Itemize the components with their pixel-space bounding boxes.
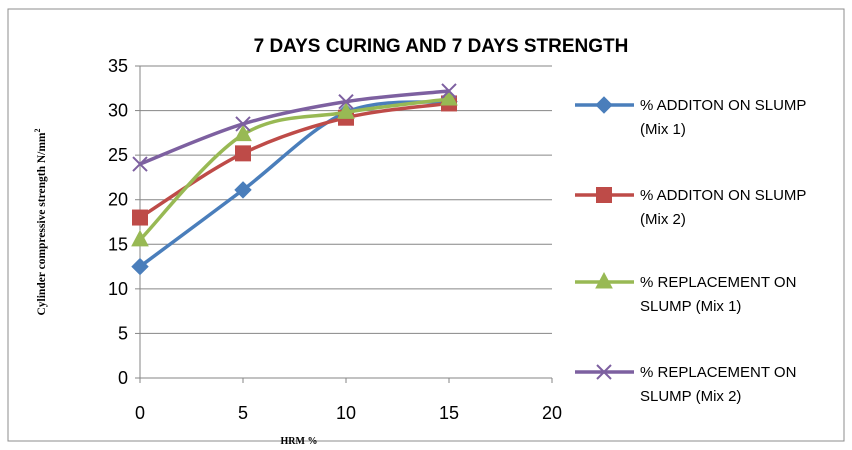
legend-marker [595,96,613,114]
series-4 [132,83,457,172]
series-3 [131,88,458,247]
y-axis-label-text: Cylinder compressive strength N/mm [36,132,48,315]
data-point [131,229,149,247]
y-tick-label: 0 [118,368,128,388]
legend-marker [595,271,613,289]
legend-entry-2: % ADDITON ON SLUMP (Mix 2) [575,187,806,228]
data-point [337,102,355,119]
legend-entry-4: % REPLACEMENT ON SLUMP (Mix 2) [575,364,796,405]
legend-label: % REPLACEMENT ON [640,274,796,291]
data-point [132,209,148,226]
legend-label: % REPLACEMENT ON [640,364,796,381]
series-line [139,89,450,166]
y-tick-label: 15 [108,234,128,254]
data-point [235,116,251,132]
x-tick-label: 0 [135,403,145,423]
legend-label: % ADDITON ON SLUMP [640,97,806,114]
legend: % ADDITON ON SLUMP(Mix 1)% ADDITON ON SL… [575,96,806,405]
y-tick-label: 25 [108,145,128,165]
series-line [138,99,450,268]
data-point [234,124,252,142]
y-axis-label-superscript: 2 [33,128,42,132]
y-tick-label: 30 [108,101,128,121]
x-tick-label: 15 [439,403,459,423]
series-line [138,97,450,242]
y-tick-label: 5 [118,323,128,343]
series [131,83,458,276]
legend-marker [596,187,612,203]
data-point [131,257,149,276]
data-point [441,83,457,99]
data-point [132,156,148,172]
legend-label: SLUMP (Mix 1) [640,298,741,315]
data-point [440,88,458,106]
x-tick-label: 5 [238,403,248,423]
legend-label: (Mix 1) [640,121,686,138]
data-point [235,145,251,162]
y-tick-label: 10 [108,279,128,299]
x-axis-label: HRM % [281,436,318,447]
chart-title: 7 DAYS CURING AND 7 DAYS STRENGTH [254,36,629,57]
data-point [338,93,354,110]
y-tick-label: 35 [108,56,128,76]
legend-label: (Mix 2) [640,211,686,228]
x-tick-label: 10 [336,403,356,423]
y-tick-label: 20 [108,190,128,210]
y-axis-label: Cylinder compressive strength N/mm2 [33,128,48,315]
legend-label: SLUMP (Mix 2) [640,388,741,405]
legend-entry-1: % ADDITON ON SLUMP (Mix 1) [575,96,806,138]
legend-marker [596,364,612,380]
legend-entry-3: % REPLACEMENT ON SLUMP (Mix 1) [575,271,796,315]
legend-label: % ADDITON ON SLUMP [640,187,806,204]
x-tick-label: 20 [542,403,562,423]
data-point [234,181,252,199]
